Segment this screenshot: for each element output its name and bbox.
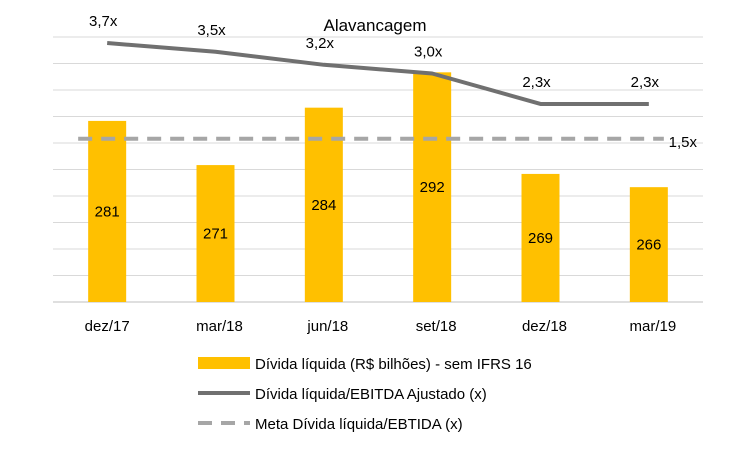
x-tick-label: mar/18	[196, 318, 243, 335]
x-tick-label: dez/17	[85, 318, 130, 335]
legend-label-target: Meta Dívida líquida/EBTIDA (x)	[255, 416, 463, 433]
bar-label: 281	[95, 203, 120, 220]
bar-label: 292	[420, 179, 445, 196]
legend-label-leverage: Dívida líquida/EBITDA Ajustado (x)	[255, 386, 487, 403]
bar-label: 266	[636, 237, 661, 254]
legend-swatch-bars	[198, 357, 250, 369]
x-tick-label: mar/19	[629, 318, 676, 335]
bar-label: 271	[203, 226, 228, 243]
line-point-label: 2,3x	[522, 74, 551, 91]
x-tick-label: jun/18	[306, 318, 348, 335]
target-line-label: 1,5x	[669, 134, 698, 151]
x-tick-label: dez/18	[522, 318, 567, 335]
chart-title: Alavancagem	[323, 16, 426, 35]
line-point-label: 3,7x	[89, 13, 118, 30]
bar-set/18	[413, 72, 452, 302]
bar-label: 269	[528, 230, 553, 247]
series-line-leverage	[107, 41, 649, 106]
bar-dez/18	[521, 173, 560, 302]
line-point-label: 3,5x	[197, 22, 226, 39]
line-point-label: 2,3x	[631, 74, 660, 91]
bar-dez/17	[88, 120, 127, 303]
x-tick-label: set/18	[416, 318, 457, 335]
bar-mar/19	[629, 187, 668, 302]
line-point-label: 3,0x	[414, 44, 443, 61]
bar-mar/18	[196, 165, 235, 302]
bar-label: 284	[311, 197, 336, 214]
line-point-label: 3,2x	[306, 35, 335, 52]
legend-label-bars: Dívida líquida (R$ bilhões) - sem IFRS 1…	[255, 356, 532, 373]
